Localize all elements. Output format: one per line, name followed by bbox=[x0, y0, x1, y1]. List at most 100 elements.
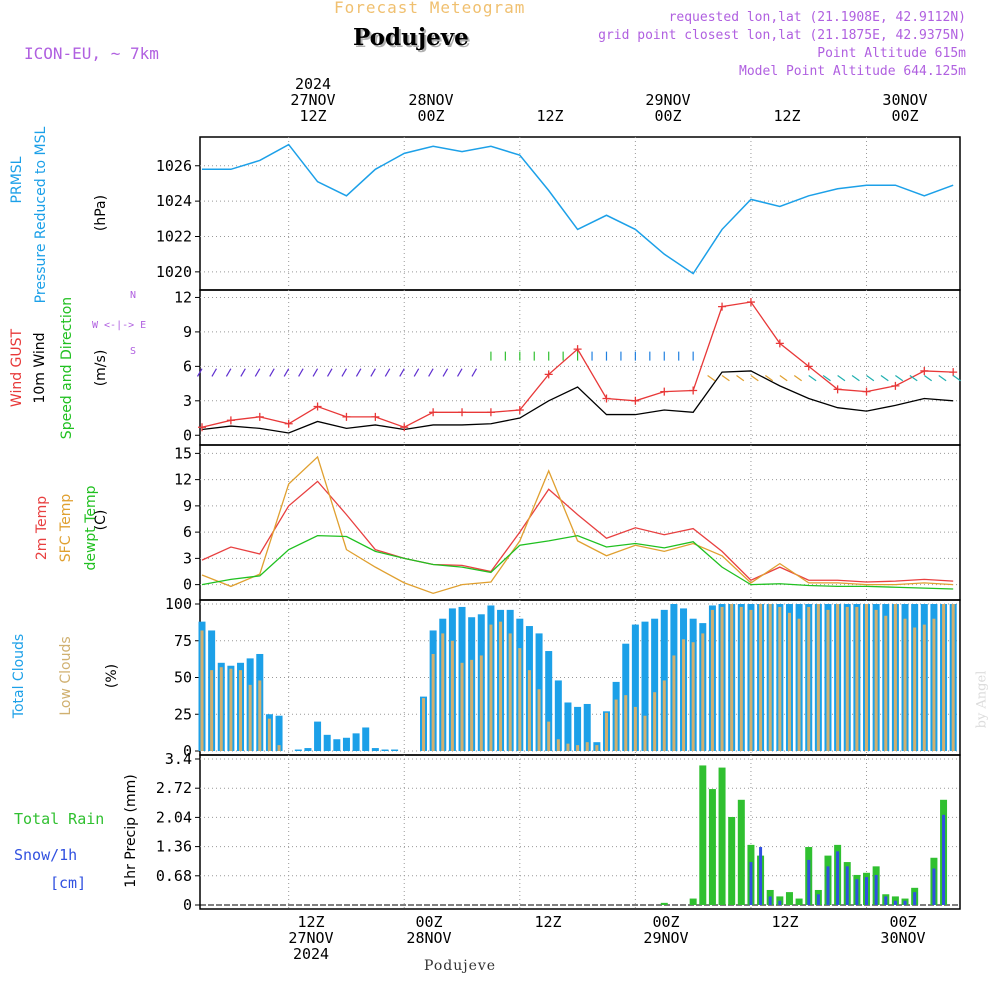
chart-subtitle: Forecast Meteogram bbox=[334, 0, 526, 17]
t2m-line bbox=[201, 480, 954, 583]
low-cloud-bar bbox=[682, 639, 686, 751]
low-cloud-bar bbox=[643, 715, 647, 751]
low-cloud-bar bbox=[239, 670, 243, 751]
wind-direction-arrow bbox=[326, 368, 333, 377]
wind-direction-arrow bbox=[269, 368, 275, 377]
pct-unit-label: (%) bbox=[104, 663, 120, 689]
snow-bar bbox=[884, 896, 888, 905]
low-cloud-bar bbox=[614, 699, 618, 751]
total-cloud-bar bbox=[583, 703, 591, 751]
low-cloud-bar bbox=[922, 624, 926, 751]
dewpt-line bbox=[201, 534, 954, 590]
low-cloud-bar bbox=[479, 655, 483, 751]
low-cloud-bar bbox=[672, 655, 676, 751]
gust-marker bbox=[833, 385, 842, 394]
snow-bar bbox=[942, 814, 946, 905]
sfc-temp-label: SFC Temp bbox=[58, 493, 74, 563]
gust-marker bbox=[804, 362, 813, 371]
total-cloud-bar bbox=[362, 727, 370, 751]
low-cloud-bar bbox=[450, 640, 454, 751]
low-cloud-bar bbox=[431, 653, 435, 751]
wind-direction-arrow bbox=[721, 375, 730, 382]
wind-direction-arrow bbox=[283, 368, 290, 377]
rain-bar bbox=[728, 816, 736, 905]
snow-bar bbox=[826, 866, 830, 905]
ytick-label-0-3: 1026 bbox=[156, 157, 192, 175]
bottom-time-label-5: 00Z 30NOV bbox=[880, 913, 926, 947]
low-cloud-bar bbox=[267, 718, 271, 751]
ms-unit-label: (m/s) bbox=[93, 349, 109, 387]
snow-unit-label: [cm] bbox=[50, 874, 87, 892]
gridpoint-coords: grid point closest lon,lat (21.1875E, 42… bbox=[598, 28, 966, 43]
wind-direction-arrow bbox=[822, 375, 831, 382]
low-cloud-bar bbox=[624, 695, 628, 751]
wind-direction-arrow bbox=[793, 375, 802, 382]
wind-direction-arrow bbox=[952, 375, 961, 382]
wind-direction-arrow bbox=[442, 368, 449, 377]
snow-bar bbox=[807, 859, 811, 905]
bottom-time-label-0: 12Z 27NOV 2024 bbox=[288, 913, 334, 963]
ytick-label-0-0: 1020 bbox=[156, 263, 192, 281]
rain-bar bbox=[718, 767, 726, 905]
ytick-label-1-2: 6 bbox=[183, 357, 192, 375]
gust-marker bbox=[920, 366, 929, 375]
gust-marker bbox=[226, 416, 235, 425]
gust-marker bbox=[718, 302, 727, 311]
ytick-label-3-0: 0 bbox=[183, 742, 192, 760]
ytick-label-1-4: 12 bbox=[174, 288, 192, 306]
wind-direction-arrow bbox=[866, 375, 875, 382]
wind-direction-arrow bbox=[895, 375, 904, 382]
snow-bar bbox=[816, 894, 820, 905]
total-rain-label: Total Rain bbox=[14, 810, 105, 828]
wind-direction-arrow bbox=[909, 375, 918, 382]
low-cloud-bar bbox=[248, 684, 252, 751]
ytick-label-2-4: 12 bbox=[174, 471, 192, 489]
snow-bar bbox=[913, 892, 917, 905]
snow-bar bbox=[749, 862, 753, 905]
hpa-unit-label: (hPa) bbox=[93, 194, 109, 232]
bottom-time-label-3: 00Z 29NOV bbox=[643, 913, 689, 947]
snow-bar bbox=[768, 896, 772, 905]
ytick-label-3-2: 50 bbox=[174, 669, 192, 687]
wind-direction-arrow bbox=[471, 368, 477, 377]
gust-label: Wind GUST bbox=[9, 328, 25, 408]
point-altitude: Point Altitude 615m bbox=[817, 46, 966, 61]
ytick-label-2-2: 6 bbox=[183, 523, 192, 541]
gust-marker bbox=[949, 368, 958, 377]
low-clouds-label: Low Clouds bbox=[58, 636, 74, 716]
watermark: by Angel bbox=[974, 670, 990, 729]
low-cloud-bar bbox=[691, 642, 695, 751]
ytick-label-3-3: 75 bbox=[174, 632, 192, 650]
low-cloud-bar bbox=[807, 606, 811, 751]
low-cloud-bar bbox=[229, 668, 233, 751]
low-cloud-bar bbox=[942, 604, 946, 751]
top-time-label-0: 2024 27NOV 12Z bbox=[290, 75, 336, 125]
total-cloud-bar bbox=[391, 749, 399, 751]
low-cloud-bar bbox=[277, 745, 281, 751]
low-cloud-bar bbox=[566, 743, 570, 751]
low-cloud-bar bbox=[595, 745, 599, 751]
total-cloud-bar bbox=[545, 651, 553, 751]
precip-axis-label: 1hr Precip (mm) bbox=[123, 774, 139, 888]
snow-bar bbox=[903, 900, 907, 905]
wind-direction-arrow bbox=[736, 375, 745, 382]
wind-direction-arrow bbox=[355, 368, 362, 377]
gust-marker bbox=[458, 408, 467, 417]
low-cloud-bar bbox=[200, 630, 204, 751]
wind-direction-arrow bbox=[457, 368, 463, 377]
low-cloud-bar bbox=[710, 609, 714, 751]
low-cloud-bar bbox=[460, 662, 464, 751]
wind-direction-arrow bbox=[196, 368, 203, 377]
ytick-label-2-5: 15 bbox=[174, 444, 192, 462]
snow-bar bbox=[855, 879, 859, 905]
rain-bar bbox=[689, 898, 697, 905]
low-cloud-bar bbox=[951, 604, 955, 751]
location-title: Podujeve bbox=[353, 24, 469, 51]
low-cloud-bar bbox=[499, 621, 503, 751]
low-cloud-bar bbox=[633, 706, 637, 751]
low-cloud-bar bbox=[816, 604, 820, 751]
low-cloud-bar bbox=[884, 615, 888, 751]
wind10-label: 10m Wind bbox=[32, 332, 48, 404]
total-cloud-bar bbox=[381, 749, 389, 751]
